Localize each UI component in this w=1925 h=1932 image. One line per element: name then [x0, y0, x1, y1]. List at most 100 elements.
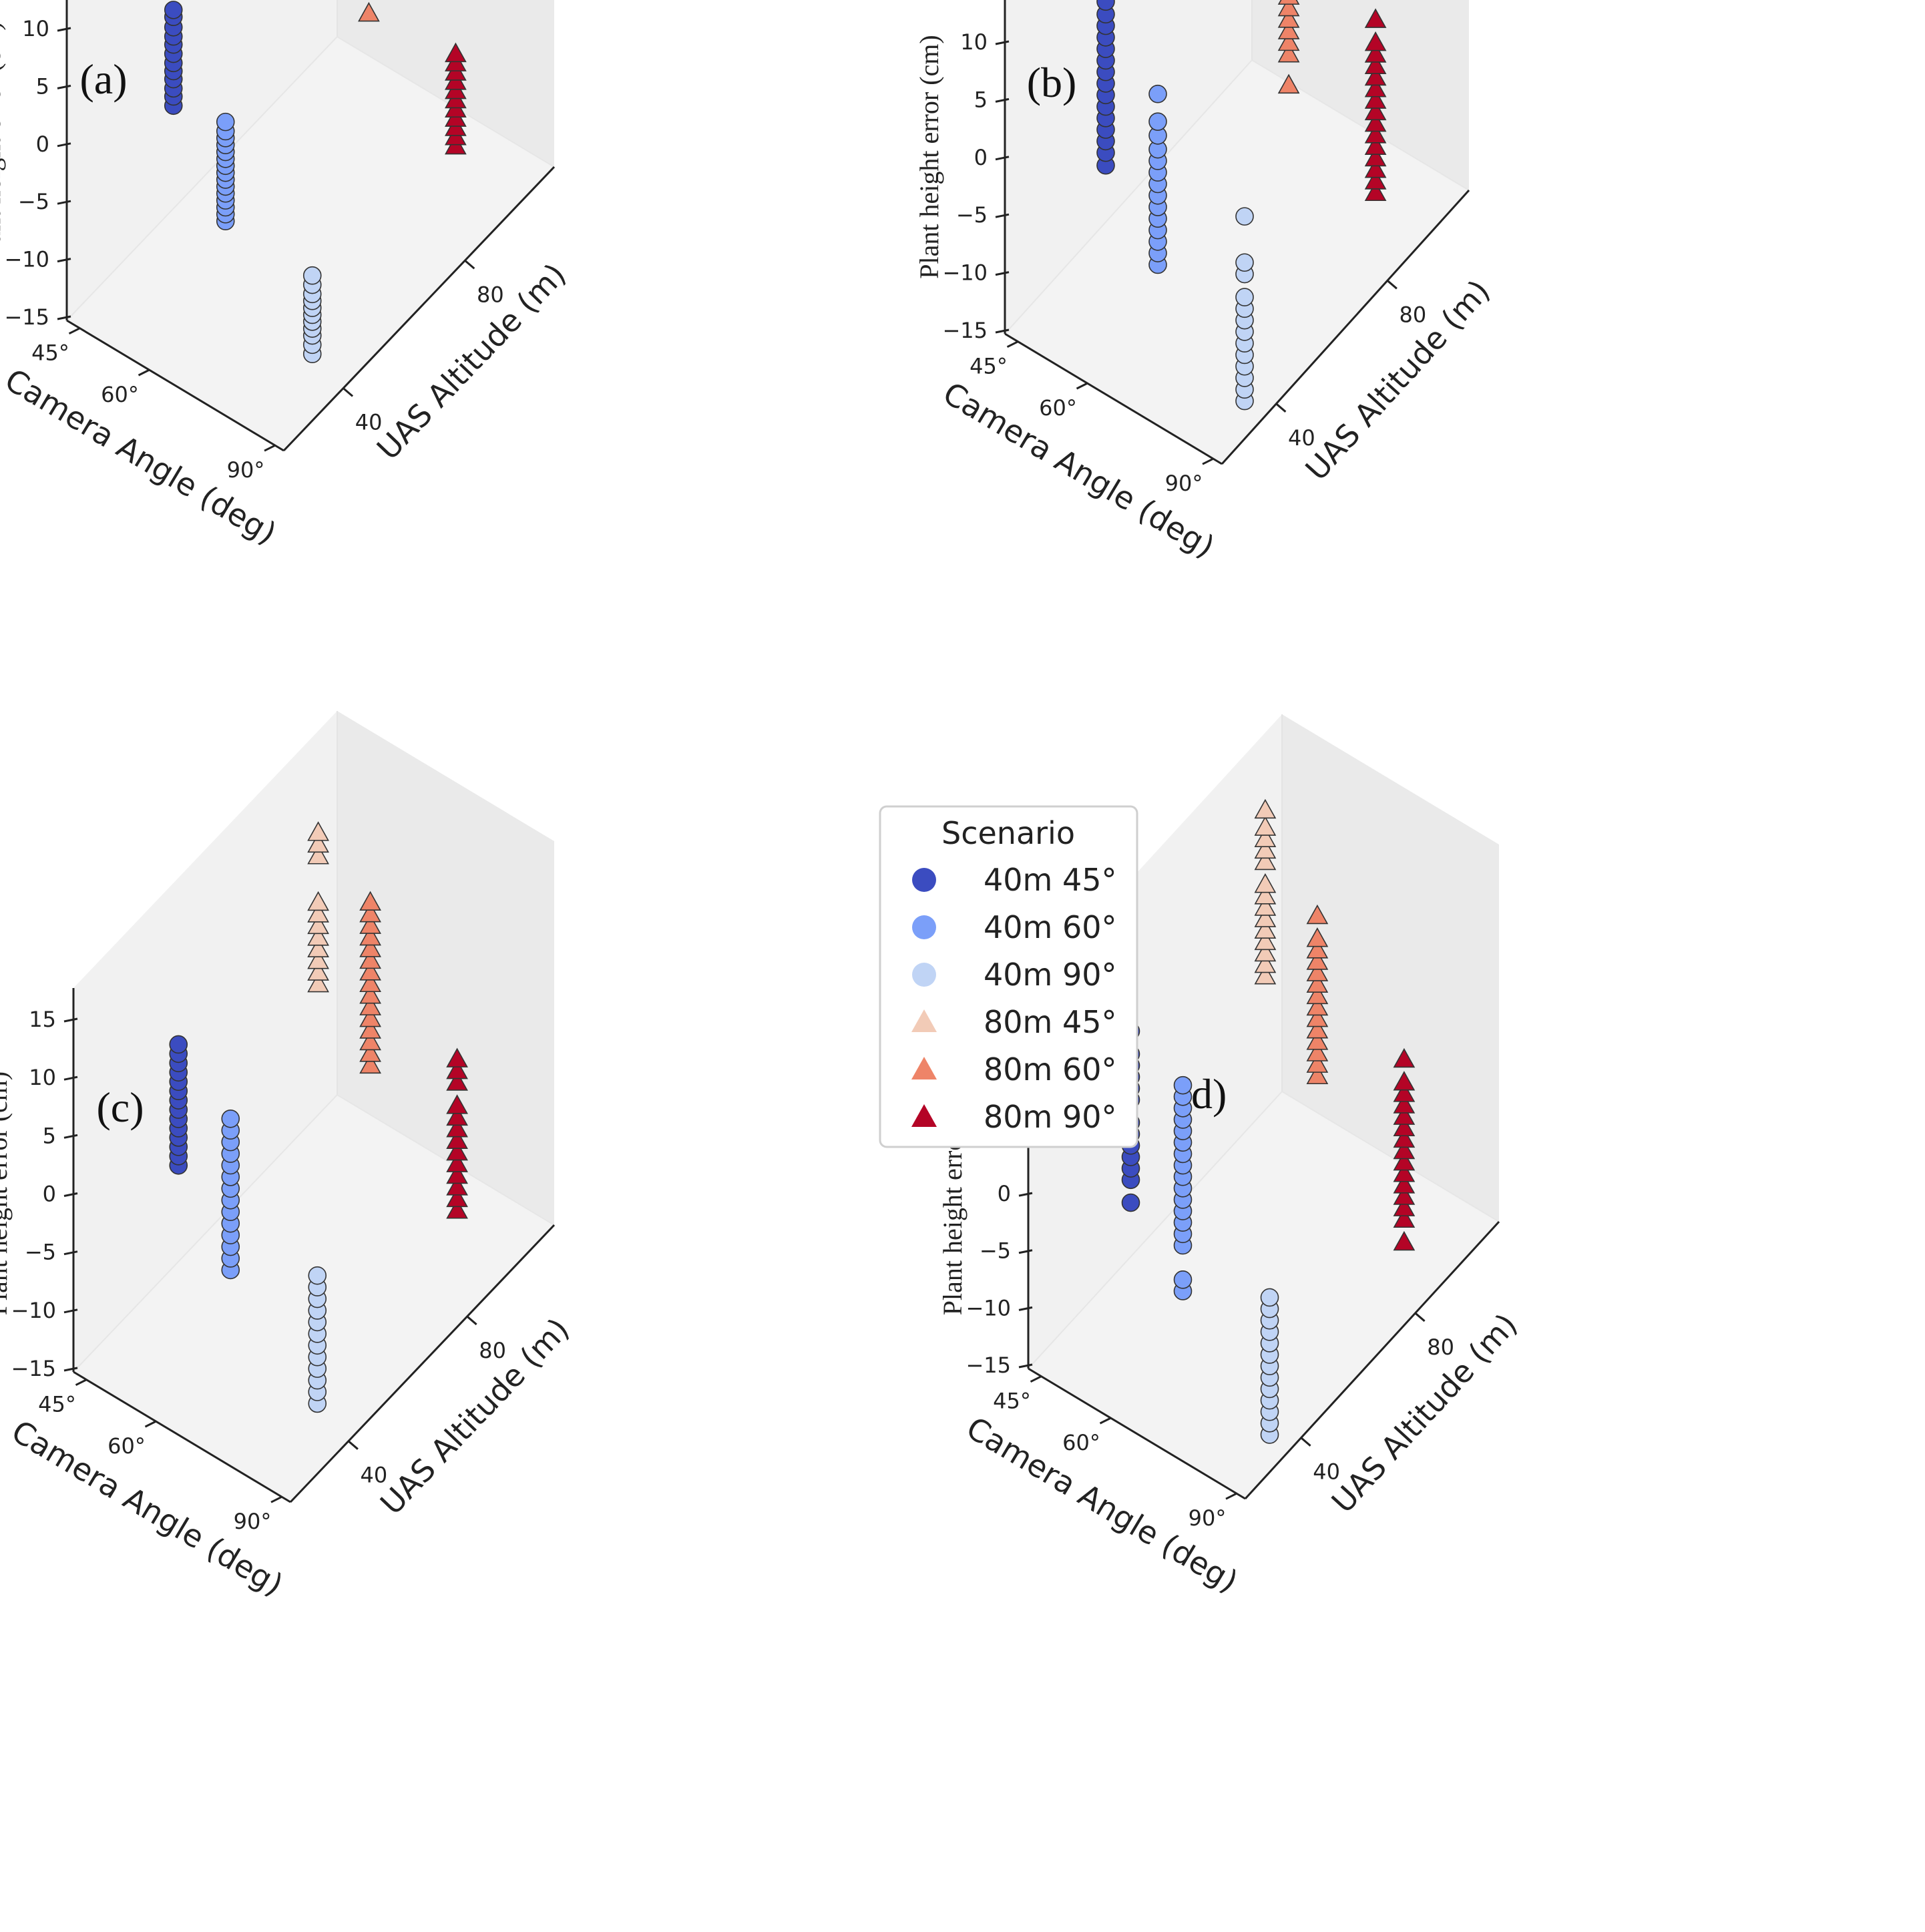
- legend: Scenario 40m 45° 40m 60° 40m 90° 80m 45° 80m…: [879, 805, 1138, 1148]
- data-point: [446, 1094, 468, 1114]
- altitude-tick: [347, 1440, 359, 1450]
- legend-label: 40m 90°: [984, 957, 1117, 993]
- z-tick: [995, 40, 1010, 45]
- series-40m-45: [169, 1035, 188, 1175]
- data-point: [1393, 1105, 1416, 1125]
- z-tick-label: 0: [998, 1181, 1011, 1206]
- data-point: [1306, 1041, 1329, 1061]
- z-tick-label: −5: [18, 189, 49, 214]
- data-point: [446, 1071, 468, 1091]
- z-tick-label: −10: [966, 1295, 1011, 1320]
- z-tick-label: 0: [974, 145, 988, 170]
- camera-tick: [1225, 1492, 1237, 1500]
- back-left-wall: [73, 711, 337, 1372]
- data-point: [359, 925, 381, 946]
- z-tick-label: 10: [960, 29, 988, 55]
- z-tick: [995, 213, 1010, 218]
- data-point: [307, 961, 329, 981]
- data-point: [1364, 65, 1387, 86]
- z-tick: [63, 1075, 78, 1081]
- back-right-wall: [1282, 714, 1499, 1222]
- data-point: [1254, 907, 1277, 927]
- altitude-tick: [1386, 280, 1398, 290]
- data-point: [1393, 1128, 1416, 1148]
- data-point: [1254, 798, 1277, 819]
- data-point: [359, 914, 381, 934]
- data-point: [307, 821, 329, 841]
- data-point: [358, 1, 380, 22]
- pane-edge: [66, 36, 338, 321]
- data-point: [1148, 84, 1167, 103]
- panel-c: −15 −10 −5 0 5 10 15 Plant height error (cm) 45°…: [0, 711, 576, 1603]
- data-point: [1364, 8, 1387, 28]
- data-point: [1254, 885, 1277, 905]
- series-40m-90: [1235, 207, 1254, 411]
- legend-item: 40m 60°: [912, 909, 1117, 945]
- camera-tick: [138, 369, 150, 377]
- altitude-tick: [1300, 1437, 1311, 1447]
- legend-label: 80m 60°: [984, 1051, 1117, 1088]
- data-point: [307, 914, 329, 935]
- data-point: [446, 1129, 468, 1149]
- data-point: [1306, 939, 1329, 959]
- data-point: [1364, 77, 1387, 97]
- legend-triangle-marker: [911, 1057, 937, 1079]
- z-tick: [57, 200, 71, 205]
- z-tick-label: 15: [29, 1007, 56, 1032]
- data-point: [1306, 1007, 1329, 1027]
- data-point: [446, 1199, 468, 1219]
- series-80m-90: [445, 42, 467, 155]
- camera-tick: [1076, 382, 1088, 390]
- z-tick-label: −15: [4, 304, 49, 330]
- data-point: [1254, 838, 1277, 859]
- z-tick: [57, 315, 71, 320]
- series-40m-90: [1260, 1288, 1279, 1444]
- data-point: [359, 903, 381, 923]
- data-point: [446, 1176, 468, 1196]
- camera-axis-line: [66, 319, 284, 452]
- data-point: [307, 891, 329, 911]
- camera-tick: [1099, 1417, 1112, 1425]
- data-point: [1277, 43, 1300, 63]
- data-point: [1235, 288, 1254, 306]
- z-tick-label: 5: [974, 87, 988, 112]
- data-point: [1260, 1288, 1279, 1307]
- data-point: [1254, 873, 1277, 893]
- data-point: [216, 112, 235, 132]
- data-point: [1306, 1064, 1329, 1085]
- camera-tick-label: 60°: [1039, 395, 1077, 421]
- legend-item: 80m 45°: [911, 1004, 1117, 1040]
- camera-tick-label: 60°: [108, 1433, 146, 1459]
- z-axis-label: Plant height error (cm): [0, 21, 6, 265]
- z-tick: [57, 258, 71, 263]
- panels-layer: −15 −10 −5 0 5 10 15 Plant height error (cm) 45°…: [0, 0, 1524, 1603]
- data-point: [1173, 1270, 1193, 1289]
- camera-tick: [1030, 1375, 1042, 1383]
- series-80m-60: [359, 891, 381, 1074]
- pane-edge: [1028, 1091, 1283, 1369]
- legend-item: 40m 45°: [912, 862, 1117, 898]
- data-point: [1364, 54, 1387, 74]
- altitude-axis-line: [282, 166, 556, 452]
- camera-tick-label: 45°: [38, 1392, 76, 1417]
- camera-tick: [68, 327, 81, 335]
- data-point: [1254, 850, 1277, 871]
- data-point: [1306, 984, 1329, 1005]
- data-point: [1306, 927, 1329, 947]
- z-tick-label: −10: [11, 1298, 56, 1323]
- data-point: [307, 844, 329, 865]
- data-point: [1393, 1071, 1416, 1091]
- camera-tick: [264, 444, 276, 452]
- pane-edge: [1281, 1091, 1500, 1222]
- data-point: [1306, 1019, 1329, 1039]
- data-point: [359, 1042, 381, 1062]
- z-tick-label: −5: [980, 1238, 1011, 1264]
- legend-circle-marker: [912, 868, 936, 892]
- data-point: [1148, 112, 1167, 131]
- data-point: [1364, 181, 1387, 202]
- z-axis-label: Plant height error (cm): [914, 35, 944, 278]
- data-point: [1277, 31, 1300, 51]
- camera-axis-line: [73, 1371, 291, 1503]
- altitude-tick: [464, 260, 475, 270]
